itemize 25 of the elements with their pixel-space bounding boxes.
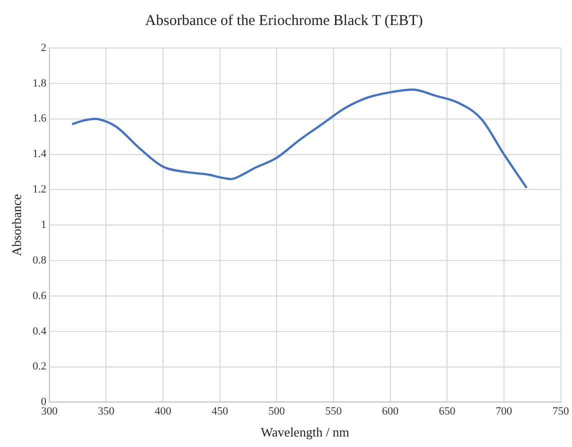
- y-tick-label: 1.6: [32, 112, 47, 125]
- y-tick-label: 0.8: [32, 254, 47, 266]
- x-tick-label: 600: [382, 406, 400, 418]
- y-tick-label: 2: [40, 42, 46, 54]
- line-series: [70, 88, 528, 190]
- x-tick-label: 450: [212, 406, 229, 418]
- y-tick-label: 1.4: [32, 148, 47, 160]
- y-axis-title: Absorbance: [9, 194, 24, 256]
- y-tick-label: 0.6: [32, 290, 47, 302]
- x-tick-label: 650: [438, 406, 456, 418]
- y-tick-label: 1.2: [32, 184, 46, 196]
- x-tick-label: 550: [325, 406, 342, 418]
- y-tick-label: 0.4: [32, 325, 47, 338]
- x-axis-title: Wavelength / nm: [260, 424, 350, 440]
- x-tick-label: 300: [41, 406, 58, 418]
- x-tick-label: 500: [268, 406, 286, 418]
- x-tick-label: 400: [154, 406, 172, 418]
- y-tick-label: 1.8: [32, 77, 47, 90]
- x-tick-label: 350: [98, 406, 115, 418]
- y-tick-label: 0: [40, 396, 47, 408]
- y-tick-label: 0.2: [32, 360, 46, 373]
- y-tick-label: 1: [40, 218, 46, 231]
- chart-title: Absorbance of the Eriochrome Black T (EBT): [145, 12, 423, 29]
- x-tick-label: 750: [552, 406, 570, 418]
- x-tick-label: 700: [496, 406, 513, 418]
